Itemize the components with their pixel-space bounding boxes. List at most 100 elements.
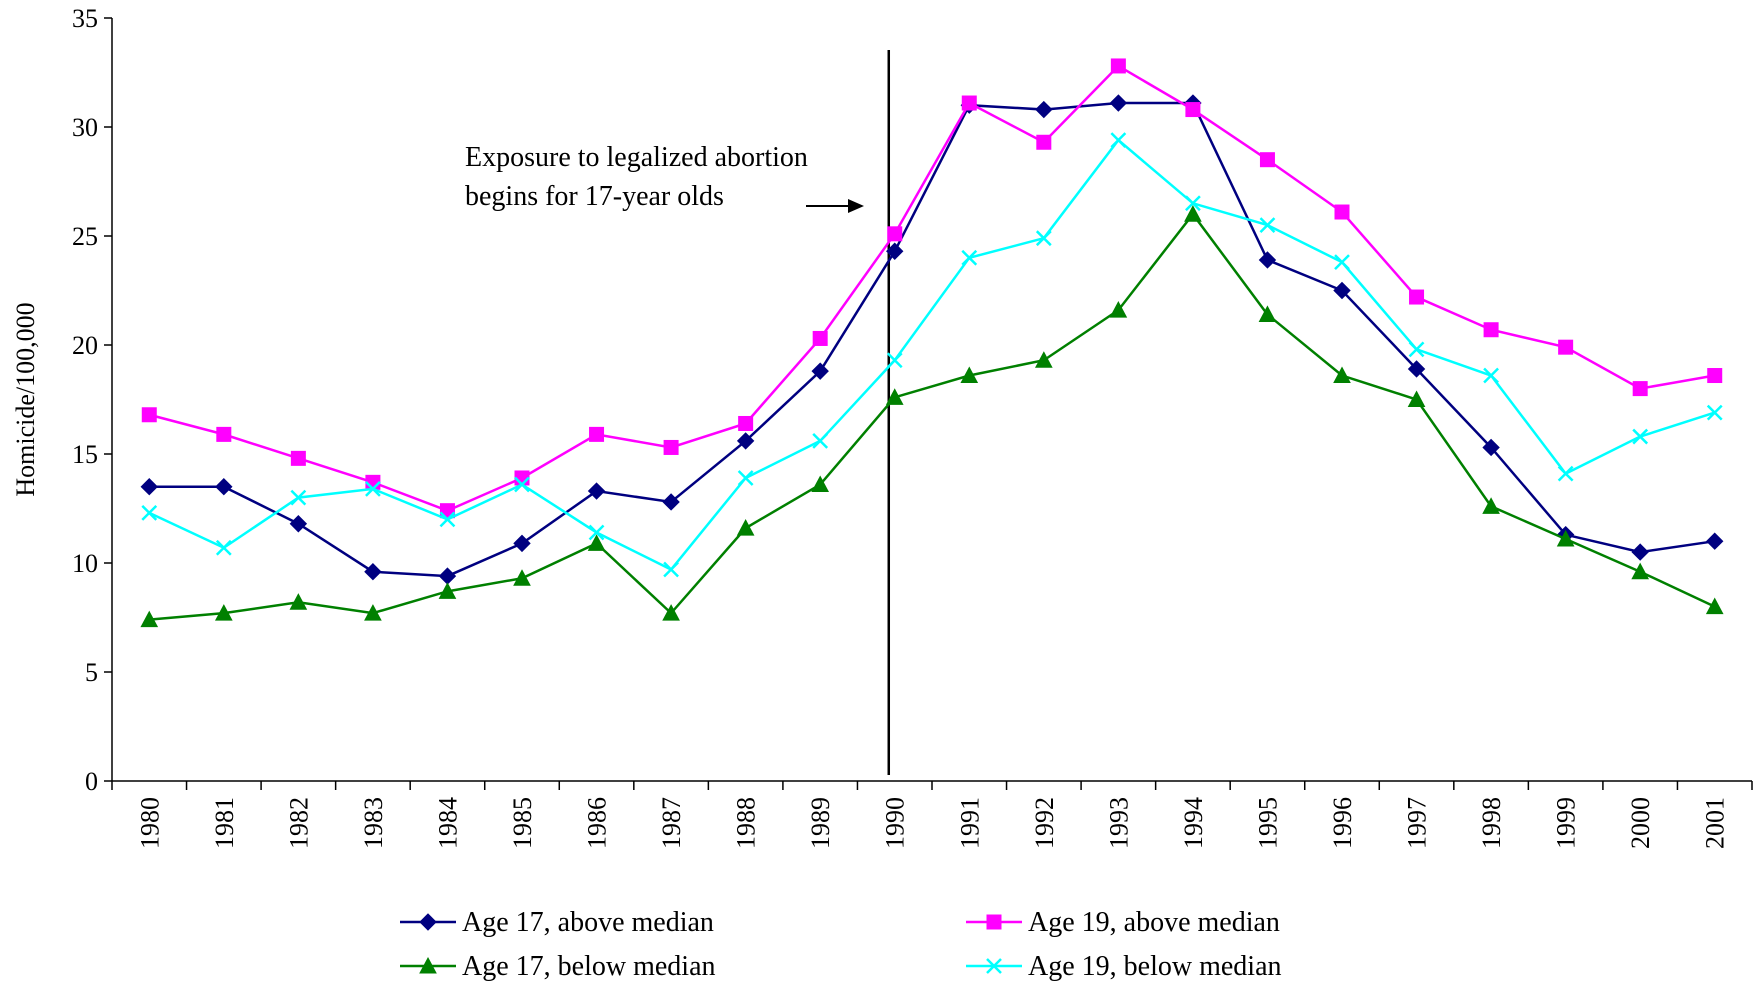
data-point (215, 539, 232, 556)
annotation-line-2: begins for 17-year olds (465, 181, 724, 212)
data-point (961, 95, 977, 111)
data-point (215, 477, 233, 496)
series-3 (140, 205, 1724, 628)
data-point (289, 593, 308, 610)
legend-item: Age 17, below median (400, 951, 716, 982)
annotation-arrow-icon (806, 199, 864, 213)
data-point (1557, 465, 1574, 482)
data-point (887, 226, 903, 242)
legend-marker (986, 958, 1002, 974)
x-tick-label: 1993 (1104, 797, 1133, 849)
legend-marker (986, 914, 1002, 930)
x-tick-label: 1999 (1552, 797, 1581, 849)
data-point (1705, 597, 1724, 615)
data-point (216, 426, 232, 442)
legend-marker (419, 956, 437, 974)
y-tick-label: 30 (72, 113, 98, 142)
data-point (811, 362, 829, 380)
x-tick-label: 1987 (657, 797, 686, 849)
data-point (1483, 322, 1499, 338)
data-point (960, 366, 979, 384)
y-tick-label: 10 (72, 549, 98, 578)
series-1 (140, 94, 1724, 585)
data-point (812, 330, 828, 346)
data-point (1110, 132, 1127, 148)
data-point (1110, 58, 1126, 74)
data-point (1185, 195, 1201, 212)
x-tick-label: 1984 (433, 797, 462, 849)
x-tick-label: 1989 (806, 797, 835, 849)
data-point (1558, 339, 1574, 355)
x-tick-label: 1988 (732, 797, 761, 849)
data-point (1333, 366, 1351, 384)
data-point (1482, 438, 1500, 457)
data-point (141, 504, 158, 521)
data-point (588, 524, 605, 541)
y-tick-label: 5 (85, 658, 98, 687)
x-tick-label: 1981 (210, 797, 239, 849)
exposure-annotation: Exposure to legalized abortion begins fo… (465, 142, 864, 213)
x-tick-label: 1990 (881, 797, 910, 849)
x-tick-label: 1980 (135, 797, 164, 849)
data-point (1407, 360, 1426, 378)
annotation-line-1: Exposure to legalized abortion (465, 142, 808, 173)
data-point (886, 242, 904, 260)
data-point (513, 569, 531, 586)
data-point (1036, 134, 1052, 150)
data-point (662, 604, 680, 621)
data-point (1706, 404, 1723, 421)
data-point (587, 534, 606, 551)
data-point (289, 515, 308, 533)
legend-label: Age 19, below median (1028, 951, 1282, 982)
y-tick-label: 35 (72, 4, 98, 33)
data-point (1258, 305, 1277, 322)
data-point (438, 567, 457, 585)
data-point (365, 480, 381, 497)
legend-label: Age 17, above median (462, 907, 714, 938)
data-point (1707, 368, 1723, 384)
x-tick-label: 1982 (284, 797, 313, 849)
x-tick-label: 2001 (1701, 797, 1730, 849)
data-point (1556, 529, 1575, 547)
data-point (885, 388, 904, 405)
data-point (513, 534, 531, 553)
legend: Age 17, above median Age 19, above median… (400, 907, 1282, 982)
data-point (587, 482, 606, 500)
series-line (148, 138, 1716, 572)
x-tick-label: 1985 (508, 797, 537, 849)
data-point (737, 470, 754, 486)
data-point (663, 439, 679, 455)
x-axis-ticks: 1980 1981 1982 1983 1984 1985 1986 1987 1988 1989… (111, 781, 1753, 849)
data-point (1408, 341, 1425, 358)
legend-marker (419, 913, 437, 931)
data-point (1334, 254, 1350, 271)
data-point (1482, 497, 1500, 514)
data-point (1259, 217, 1276, 233)
y-tick-label: 0 (85, 767, 98, 796)
data-point (514, 476, 530, 493)
data-point (1706, 532, 1724, 550)
x-tick-label: 1998 (1477, 797, 1506, 849)
data-point (1035, 230, 1052, 247)
x-tick-label: 1997 (1403, 797, 1432, 849)
data-point (1035, 100, 1053, 119)
data-point (1184, 205, 1202, 222)
series-line (149, 212, 1716, 621)
x-tick-label: 1986 (583, 797, 612, 849)
series-4 (141, 132, 1723, 578)
data-point (141, 407, 157, 423)
data-point (1258, 251, 1277, 269)
x-tick-label: 1992 (1030, 797, 1059, 849)
data-point (1034, 351, 1053, 368)
data-point (439, 511, 456, 528)
data-point (886, 352, 903, 369)
series-line (148, 64, 1715, 513)
data-point (811, 475, 830, 493)
arrow-head (848, 199, 864, 213)
data-point (214, 604, 233, 621)
data-point (812, 433, 829, 449)
series-line (149, 101, 1715, 578)
data-point (1333, 281, 1351, 300)
data-point (589, 426, 605, 442)
